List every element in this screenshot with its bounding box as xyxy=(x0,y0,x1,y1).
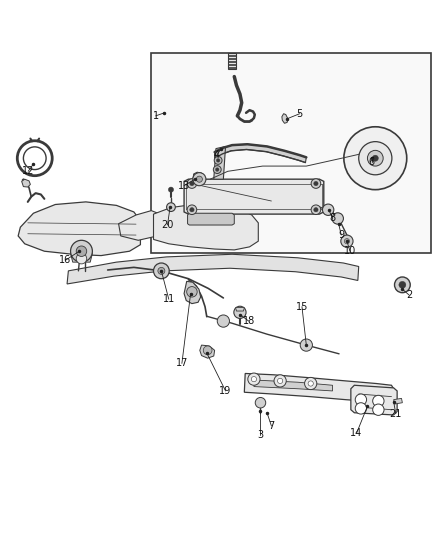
Circle shape xyxy=(251,376,257,382)
Polygon shape xyxy=(119,211,164,240)
Text: 17: 17 xyxy=(176,358,188,368)
Text: 4: 4 xyxy=(214,150,220,160)
Circle shape xyxy=(395,277,410,293)
Text: 16: 16 xyxy=(59,255,71,265)
Text: 20: 20 xyxy=(161,220,174,230)
Polygon shape xyxy=(200,345,215,358)
Circle shape xyxy=(71,240,92,262)
Text: 14: 14 xyxy=(350,429,363,438)
Polygon shape xyxy=(187,213,234,225)
Text: 8: 8 xyxy=(329,214,336,223)
Circle shape xyxy=(190,181,194,185)
Polygon shape xyxy=(193,172,204,183)
Circle shape xyxy=(76,253,87,264)
Polygon shape xyxy=(184,179,324,214)
Polygon shape xyxy=(236,308,244,311)
Circle shape xyxy=(355,403,367,414)
Polygon shape xyxy=(184,281,201,304)
Circle shape xyxy=(216,159,220,162)
Circle shape xyxy=(190,207,194,212)
Circle shape xyxy=(372,155,378,161)
Circle shape xyxy=(187,205,197,215)
Circle shape xyxy=(166,203,175,212)
Circle shape xyxy=(214,157,222,164)
Circle shape xyxy=(203,346,212,354)
Polygon shape xyxy=(67,254,359,284)
Polygon shape xyxy=(18,202,141,256)
Circle shape xyxy=(158,268,165,274)
Circle shape xyxy=(304,377,317,390)
Polygon shape xyxy=(21,179,30,187)
Circle shape xyxy=(248,373,260,385)
Text: 10: 10 xyxy=(344,246,356,256)
Circle shape xyxy=(314,207,318,212)
Polygon shape xyxy=(214,147,226,179)
Polygon shape xyxy=(282,114,288,123)
Circle shape xyxy=(367,150,383,166)
Circle shape xyxy=(314,181,318,185)
Polygon shape xyxy=(394,398,403,404)
Text: 19: 19 xyxy=(219,386,232,396)
Circle shape xyxy=(274,375,286,387)
Circle shape xyxy=(341,235,353,247)
Text: 11: 11 xyxy=(162,294,175,304)
Circle shape xyxy=(187,179,197,188)
Circle shape xyxy=(193,173,206,185)
Text: 1: 1 xyxy=(152,111,159,121)
Polygon shape xyxy=(215,144,306,163)
Text: 9: 9 xyxy=(338,230,344,240)
Polygon shape xyxy=(153,205,258,250)
Text: 18: 18 xyxy=(243,316,255,326)
Circle shape xyxy=(399,281,406,288)
Circle shape xyxy=(373,395,384,407)
Circle shape xyxy=(213,166,221,174)
Polygon shape xyxy=(254,380,332,391)
Circle shape xyxy=(311,179,321,188)
Circle shape xyxy=(311,205,321,215)
Circle shape xyxy=(196,176,202,182)
Circle shape xyxy=(217,315,230,327)
Text: 3: 3 xyxy=(258,430,264,440)
Polygon shape xyxy=(351,385,397,415)
Polygon shape xyxy=(228,53,237,69)
Circle shape xyxy=(255,398,266,408)
Circle shape xyxy=(332,213,343,224)
Text: 21: 21 xyxy=(390,409,402,418)
Text: 13: 13 xyxy=(178,181,190,191)
Circle shape xyxy=(278,378,283,384)
Text: 2: 2 xyxy=(406,290,412,300)
Circle shape xyxy=(76,246,87,256)
Circle shape xyxy=(168,187,173,192)
Polygon shape xyxy=(71,253,92,262)
Circle shape xyxy=(359,142,392,175)
Text: 6: 6 xyxy=(369,157,375,167)
Circle shape xyxy=(187,287,197,297)
Circle shape xyxy=(300,339,312,351)
Text: 12: 12 xyxy=(22,166,35,176)
Circle shape xyxy=(308,381,313,386)
Circle shape xyxy=(373,404,384,415)
Circle shape xyxy=(234,306,246,318)
Circle shape xyxy=(215,168,219,171)
Circle shape xyxy=(344,239,350,244)
Polygon shape xyxy=(244,374,394,402)
Polygon shape xyxy=(151,53,431,253)
Circle shape xyxy=(322,204,334,215)
Text: 15: 15 xyxy=(296,302,308,312)
Circle shape xyxy=(355,394,367,405)
Circle shape xyxy=(153,263,169,279)
Text: 5: 5 xyxy=(297,109,303,119)
Text: 7: 7 xyxy=(268,421,275,431)
Circle shape xyxy=(344,127,407,190)
